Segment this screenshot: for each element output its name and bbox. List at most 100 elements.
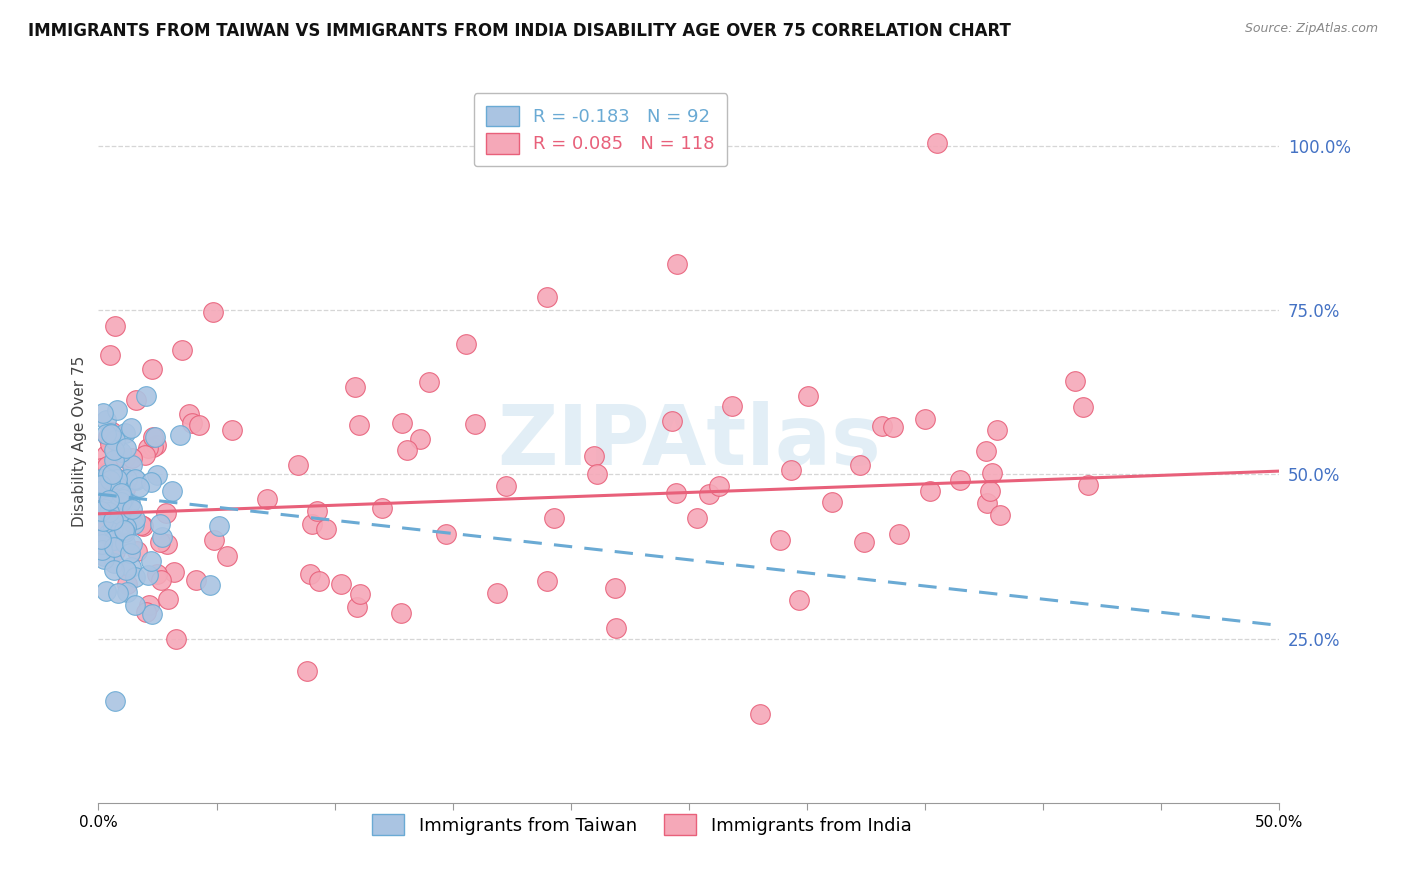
Point <box>686 511 709 525</box>
Point <box>110 505 132 519</box>
Text: Source: ZipAtlas.com: Source: ZipAtlas.com <box>1244 22 1378 36</box>
Point <box>112 511 135 525</box>
Point <box>486 586 509 600</box>
Point <box>124 570 146 584</box>
Point <box>90 537 112 551</box>
Point <box>105 473 128 487</box>
Point <box>90 483 112 498</box>
Point <box>150 573 173 587</box>
Point <box>132 519 155 533</box>
Point <box>155 506 177 520</box>
Point <box>107 507 129 521</box>
Point <box>135 605 157 619</box>
Point <box>97 526 120 541</box>
Point <box>418 376 440 390</box>
Point <box>139 553 162 567</box>
Point <box>165 632 187 647</box>
Point <box>90 461 112 475</box>
Point <box>97 474 120 488</box>
Point <box>821 495 844 509</box>
Point <box>115 563 138 577</box>
Point <box>135 388 157 402</box>
Point <box>128 480 150 494</box>
Point <box>110 485 132 500</box>
Point <box>114 536 136 550</box>
Point <box>666 257 689 271</box>
Point <box>157 592 180 607</box>
Point <box>1077 477 1099 491</box>
Point <box>108 495 131 509</box>
Point <box>107 586 129 600</box>
Point <box>90 532 112 546</box>
Point <box>136 441 159 455</box>
Point <box>142 440 165 454</box>
Point <box>661 413 683 427</box>
Point <box>464 417 486 431</box>
Point <box>536 574 558 588</box>
Point <box>101 521 124 535</box>
Point <box>707 479 730 493</box>
Point <box>112 495 135 509</box>
Point <box>90 472 112 486</box>
Point <box>344 380 367 394</box>
Point <box>315 522 337 536</box>
Point <box>150 530 173 544</box>
Point <box>163 565 186 579</box>
Point <box>105 402 128 417</box>
Point <box>395 443 418 458</box>
Point <box>100 425 122 439</box>
Point <box>96 490 118 504</box>
Point <box>98 496 121 510</box>
Point <box>97 484 120 499</box>
Point <box>97 492 120 507</box>
Point <box>160 484 183 499</box>
Point <box>104 498 127 512</box>
Point <box>96 503 118 517</box>
Point <box>605 581 627 595</box>
Point <box>980 466 1002 480</box>
Point <box>90 524 112 539</box>
Point <box>98 496 121 510</box>
Point <box>149 517 172 532</box>
Point <box>114 525 136 540</box>
Point <box>108 518 131 533</box>
Point <box>103 453 125 467</box>
Point <box>121 501 143 516</box>
Point <box>93 549 115 563</box>
Point <box>172 343 194 358</box>
Point <box>200 577 222 591</box>
Point <box>346 599 368 614</box>
Point <box>1071 400 1094 414</box>
Point <box>108 481 131 495</box>
Point <box>583 449 606 463</box>
Point <box>298 567 321 582</box>
Point <box>990 508 1012 523</box>
Point <box>98 505 121 519</box>
Point <box>101 471 124 485</box>
Point <box>124 472 146 486</box>
Point <box>149 534 172 549</box>
Point <box>120 496 142 510</box>
Point <box>100 493 122 508</box>
Point <box>93 552 115 566</box>
Point <box>118 546 141 560</box>
Point <box>98 425 121 440</box>
Point <box>103 533 125 547</box>
Point <box>139 475 162 489</box>
Point <box>495 478 517 492</box>
Point <box>605 621 627 635</box>
Point <box>121 451 143 466</box>
Point <box>780 463 803 477</box>
Point <box>887 526 910 541</box>
Point <box>125 392 148 407</box>
Point <box>104 694 127 708</box>
Point <box>181 416 204 430</box>
Point <box>131 517 153 532</box>
Point <box>98 500 121 514</box>
Point <box>145 566 167 581</box>
Point <box>543 510 565 524</box>
Point <box>434 527 457 541</box>
Legend: Immigrants from Taiwan, Immigrants from India: Immigrants from Taiwan, Immigrants from … <box>363 805 921 845</box>
Point <box>287 458 309 472</box>
Point <box>91 514 114 528</box>
